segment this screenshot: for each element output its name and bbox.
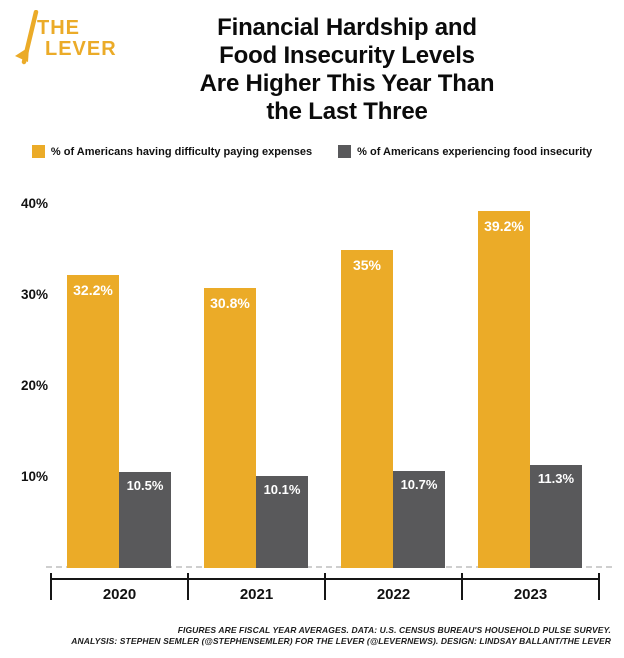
bar-food-insecurity-2022: 10.7%	[393, 470, 445, 568]
logo-text-lever: LEVER	[45, 38, 117, 60]
title-line: Food Insecurity Levels	[219, 42, 475, 69]
x-axis-category-2021: 2021	[239, 586, 274, 603]
legend-item-expenses: % of Americans having difficulty paying …	[31, 145, 313, 158]
bar-food-insecurity-2023: 11.3%	[530, 465, 582, 568]
bar-expenses-2022: 35%	[341, 249, 393, 568]
footer-line-1: FIGURES ARE FISCAL YEAR AVERAGES. DATA: …	[177, 625, 611, 635]
bar-expenses-2023: 39.2%	[478, 211, 530, 568]
title-line: Are Higher This Year Than	[199, 70, 495, 97]
x-axis-tick	[187, 573, 189, 600]
x-axis-category-2022: 2022	[376, 586, 411, 603]
legend-label-food-insecurity: % of Americans experiencing food insecur…	[357, 145, 593, 158]
bar-expenses-2020: 32.2%	[67, 274, 119, 568]
footer-line-2: ANALYSIS: STEPHEN SEMLER (@STEPHENSEMLER…	[71, 636, 611, 646]
bar-value-label: 11.3%	[537, 471, 575, 487]
legend-item-food-insecurity: % of Americans experiencing food insecur…	[338, 145, 592, 158]
y-axis-label: 30%	[20, 287, 48, 302]
y-axis-label: 40%	[20, 196, 48, 211]
source-credits: FIGURES ARE FISCAL YEAR AVERAGES. DATA: …	[21, 625, 611, 647]
legend-swatch-gray	[338, 145, 352, 158]
x-axis-tick	[324, 573, 326, 600]
x-axis-tick	[461, 573, 463, 600]
bar-expenses-2021: 30.8%	[204, 287, 256, 568]
x-axis-category-2023: 2023	[513, 586, 548, 603]
bar-value-label: 35%	[352, 256, 382, 273]
y-axis-label: 20%	[20, 378, 48, 393]
logo-text-the: THE	[37, 17, 80, 39]
bar-value-label: 10.7%	[400, 476, 438, 492]
x-axis-tick	[598, 573, 600, 600]
lever-fulcrum-icon	[15, 10, 39, 65]
bar-value-label: 10.5%	[126, 478, 164, 494]
chart-title: Financial Hardship and Food Insecurity L…	[110, 14, 584, 126]
legend: % of Americans having difficulty paying …	[0, 145, 624, 158]
bar-value-label: 39.2%	[484, 218, 524, 235]
title-line: Financial Hardship and	[217, 14, 477, 41]
legend-label-expenses: % of Americans having difficulty paying …	[50, 145, 313, 158]
bar-value-label: 32.2%	[73, 281, 113, 298]
legend-swatch-yellow	[31, 145, 45, 158]
x-axis-tick	[50, 573, 52, 600]
bar-food-insecurity-2020: 10.5%	[119, 472, 171, 568]
bar-food-insecurity-2021: 10.1%	[256, 476, 308, 568]
x-axis-category-2020: 2020	[102, 586, 137, 603]
y-axis-label: 10%	[20, 469, 48, 484]
the-lever-logo: THE LEVER	[10, 10, 140, 66]
zero-baseline-dashed	[46, 566, 612, 568]
title-line: the Last Three	[266, 98, 428, 125]
bar-value-label: 10.1%	[263, 482, 301, 498]
bar-value-label: 30.8%	[210, 294, 250, 311]
